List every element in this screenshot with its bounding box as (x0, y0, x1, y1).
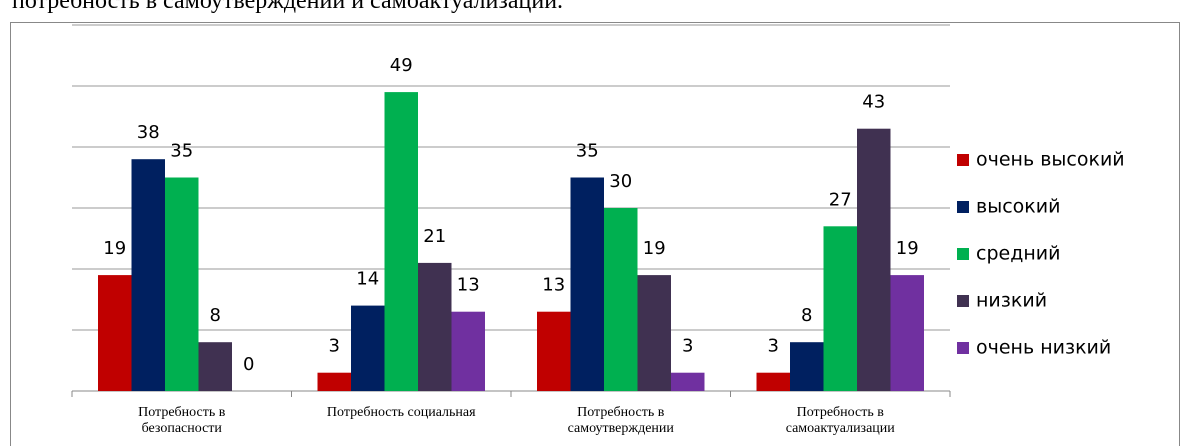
data-label: 3 (682, 336, 693, 357)
x-tick-label: Потребность в безопасности (138, 405, 226, 436)
bar (570, 177, 604, 391)
x-tick-label: Потребность социальная (326, 405, 476, 420)
bar (637, 275, 671, 391)
bar (165, 177, 199, 391)
caption: потребность в самоутверждении и самоакту… (12, 0, 564, 14)
data-label: 19 (103, 238, 126, 259)
data-label: 35 (170, 141, 193, 162)
bar (756, 372, 790, 391)
bar (131, 159, 165, 391)
data-label: 14 (356, 269, 379, 290)
legend-label: очень высокий (976, 149, 1125, 171)
data-label: 19 (896, 238, 919, 259)
data-label: 13 (457, 275, 480, 296)
bar (351, 305, 385, 391)
bar (890, 275, 924, 391)
data-label: 8 (801, 305, 812, 326)
bar (317, 372, 351, 391)
bar (604, 208, 638, 391)
bar (857, 128, 891, 391)
data-label: 43 (862, 92, 885, 113)
data-label: 27 (829, 189, 852, 210)
data-label: 13 (542, 275, 565, 296)
data-label: 19 (643, 238, 666, 259)
legend-swatch (957, 248, 969, 260)
data-label: 38 (137, 122, 160, 143)
legend-label: низкий (976, 290, 1047, 312)
legend-swatch (957, 201, 969, 213)
bar (671, 372, 705, 391)
legend-label: средний (976, 243, 1060, 265)
legend-swatch (957, 154, 969, 166)
data-label: 30 (609, 171, 632, 192)
legend-swatch (957, 295, 969, 307)
data-label: 0 (243, 354, 254, 375)
data-label: 8 (210, 305, 221, 326)
bar (418, 262, 452, 391)
legend-swatch (957, 342, 969, 354)
bar (451, 311, 485, 391)
bar (98, 275, 132, 391)
chart-border (10, 22, 1180, 446)
data-label: 21 (423, 226, 446, 247)
data-label: 3 (768, 336, 779, 357)
data-label: 3 (329, 336, 340, 357)
bar (537, 311, 571, 391)
x-tick-label: Потребность в самоутверждении (567, 405, 674, 436)
bar (198, 342, 232, 391)
bar (823, 226, 857, 391)
bar (384, 92, 418, 391)
data-label: 35 (576, 141, 599, 162)
data-label: 49 (390, 55, 413, 76)
bar (790, 342, 824, 391)
legend-label: очень низкий (976, 337, 1111, 359)
legend-label: высокий (976, 196, 1060, 218)
x-tick-label: Потребность в самоактуализации (785, 405, 895, 436)
